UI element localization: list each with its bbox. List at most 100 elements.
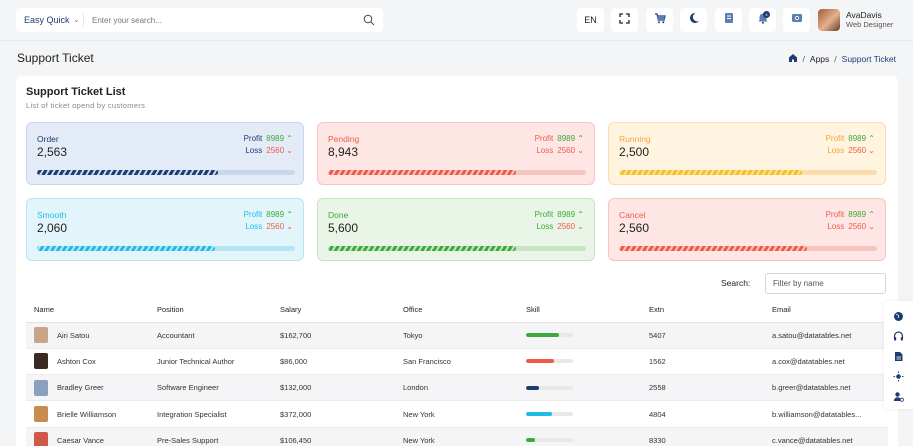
- user-settings-icon[interactable]: [893, 389, 904, 402]
- stat-value: 2,560: [619, 221, 650, 235]
- stat-value: 2,060: [37, 221, 68, 235]
- arrow-up-icon: ⌃: [286, 210, 293, 219]
- cell-name: Airi Satou: [26, 322, 149, 349]
- cell-position: Junior Technical Author: [149, 348, 272, 376]
- cell-office: New York: [395, 400, 518, 428]
- language-button[interactable]: EN: [577, 8, 604, 32]
- column-header-email[interactable]: Email: [764, 298, 888, 323]
- table-row[interactable]: Ashton Cox Junior Technical Author $86,000…: [26, 348, 888, 376]
- bookmark-button[interactable]: [715, 8, 742, 32]
- breadcrumb-separator: /: [834, 54, 837, 64]
- stat-label: Order: [37, 134, 59, 144]
- stat-card-cancel: Cancel 2,560 Profit 8989 ⌃ Loss 2560 ⌄: [608, 198, 886, 261]
- table-search-input[interactable]: [765, 273, 886, 294]
- cell-extn: 8330: [641, 427, 764, 446]
- stat-profit-loss: Profit 8989 ⌃ Loss 2560 ⌄: [244, 133, 293, 157]
- column-header-extn[interactable]: Extn: [641, 298, 764, 323]
- avatar: [34, 353, 48, 370]
- headset-icon[interactable]: [893, 329, 904, 341]
- arrow-down-icon: ⌄: [577, 146, 584, 155]
- page-title: Support Ticket: [17, 51, 94, 65]
- document-icon[interactable]: [893, 349, 904, 361]
- breadcrumb-item-apps[interactable]: Apps: [809, 54, 830, 64]
- theme-toggle-button[interactable]: [680, 8, 707, 32]
- cell-name: Bradley Greer: [26, 374, 149, 402]
- stat-progress-bar: [37, 170, 295, 175]
- employee-name: Brielle Williamson: [57, 409, 117, 419]
- cell-salary: $106,450: [272, 427, 395, 446]
- user-name: AvaDavis: [846, 10, 882, 20]
- table-row[interactable]: Caesar Vance Pre-Sales Support $106,450 New…: [26, 427, 888, 446]
- search-input[interactable]: [84, 15, 354, 25]
- cell-salary: $162,700: [272, 322, 395, 349]
- table-row[interactable]: Airi Satou Accountant $162,700 Tokyo 5407 a.s…: [26, 322, 888, 349]
- fullscreen-icon: [619, 11, 630, 29]
- arrow-up-icon: ⌃: [868, 134, 875, 143]
- stat-value: 2,563: [37, 145, 68, 159]
- cell-email[interactable]: a.satou@datatables.net: [764, 322, 888, 349]
- stat-progress-bar: [328, 246, 586, 251]
- column-header-position[interactable]: Position: [149, 298, 272, 323]
- avatar: [818, 9, 840, 31]
- table-row[interactable]: Brielle Williamson Integration Specialist…: [26, 400, 888, 428]
- table-search-label: Search:: [721, 278, 751, 288]
- skill-bar-fill: [526, 385, 540, 390]
- loss-label: Loss: [536, 222, 554, 231]
- arrow-down-icon: ⌄: [577, 222, 584, 231]
- arrow-down-icon: ⌄: [286, 146, 293, 155]
- loss-label: Loss: [827, 222, 845, 231]
- profit-value: 8989: [266, 134, 285, 143]
- stat-progress-bar: [328, 170, 586, 175]
- breadcrumb: / Apps / Support Ticket: [788, 53, 896, 65]
- column-header-skill[interactable]: Skill: [518, 298, 641, 323]
- top-bar: Easy Quick ⌄ EN 4: [0, 0, 913, 41]
- card-title: Support Ticket List: [26, 86, 126, 98]
- skill-bar: [526, 385, 573, 390]
- cell-email[interactable]: b.williamson@datatables...: [764, 400, 888, 428]
- cell-name: Brielle Williamson: [26, 400, 149, 428]
- stat-profit-loss: Profit 8989 ⌃ Loss 2560 ⌄: [826, 209, 875, 233]
- search-bar: Easy Quick ⌄: [16, 8, 383, 32]
- stat-value: 5,600: [328, 221, 359, 235]
- dark-mode-icon[interactable]: [893, 369, 904, 382]
- home-icon[interactable]: [788, 53, 798, 65]
- employee-name: Bradley Greer: [57, 383, 104, 393]
- avatar: [34, 432, 48, 446]
- bookmark-icon: [723, 11, 735, 29]
- stat-card-smooth: Smooth 2,060 Profit 8989 ⌃ Loss 2560 ⌄: [26, 198, 304, 261]
- stat-progress-fill: [619, 170, 803, 175]
- stat-value: 8,943: [328, 145, 359, 159]
- stat-value: 2,500: [619, 145, 650, 159]
- loss-label: Loss: [827, 146, 845, 155]
- skill-bar: [526, 359, 573, 364]
- cell-skill: [518, 374, 641, 402]
- stat-profit-loss: Profit 8989 ⌃ Loss 2560 ⌄: [826, 133, 875, 157]
- globe-icon[interactable]: [893, 309, 904, 321]
- cell-email[interactable]: c.vance@datatables.net: [764, 427, 888, 446]
- breadcrumb-item-current: Support Ticket: [841, 54, 896, 64]
- column-header-salary[interactable]: Salary: [272, 298, 395, 323]
- notification-button[interactable]: 4: [749, 8, 776, 32]
- side-toolbar: [884, 301, 913, 409]
- search-scope-dropdown[interactable]: Easy Quick ⌄: [16, 13, 84, 27]
- search-icon[interactable]: [363, 13, 375, 31]
- cell-position: Accountant: [149, 322, 272, 349]
- stat-profit-loss: Profit 8989 ⌃ Loss 2560 ⌄: [535, 209, 584, 233]
- employee-name: Airi Satou: [57, 330, 90, 340]
- avatar: [34, 406, 48, 423]
- profit-value: 8989: [557, 134, 576, 143]
- cell-email[interactable]: a.cox@datatables.net: [764, 348, 888, 376]
- cell-email[interactable]: b.greer@datatables.net: [764, 374, 888, 402]
- column-header-name[interactable]: Name: [26, 298, 149, 323]
- ticket-table: Name Position Salary Office Skill Extn E…: [26, 298, 888, 446]
- table-row[interactable]: Bradley Greer Software Engineer $132,000 Lo…: [26, 374, 888, 402]
- cart-button[interactable]: [646, 8, 673, 32]
- table-header-row: Name Position Salary Office Skill Extn E…: [26, 298, 888, 323]
- fullscreen-button[interactable]: [611, 8, 638, 32]
- settings-button[interactable]: [783, 8, 810, 32]
- column-header-office[interactable]: Office: [395, 298, 518, 323]
- profit-value: 8989: [266, 210, 285, 219]
- loss-label: Loss: [245, 222, 263, 231]
- user-profile[interactable]: AvaDavis Web Designer: [818, 9, 893, 31]
- stat-label: Cancel: [619, 210, 646, 220]
